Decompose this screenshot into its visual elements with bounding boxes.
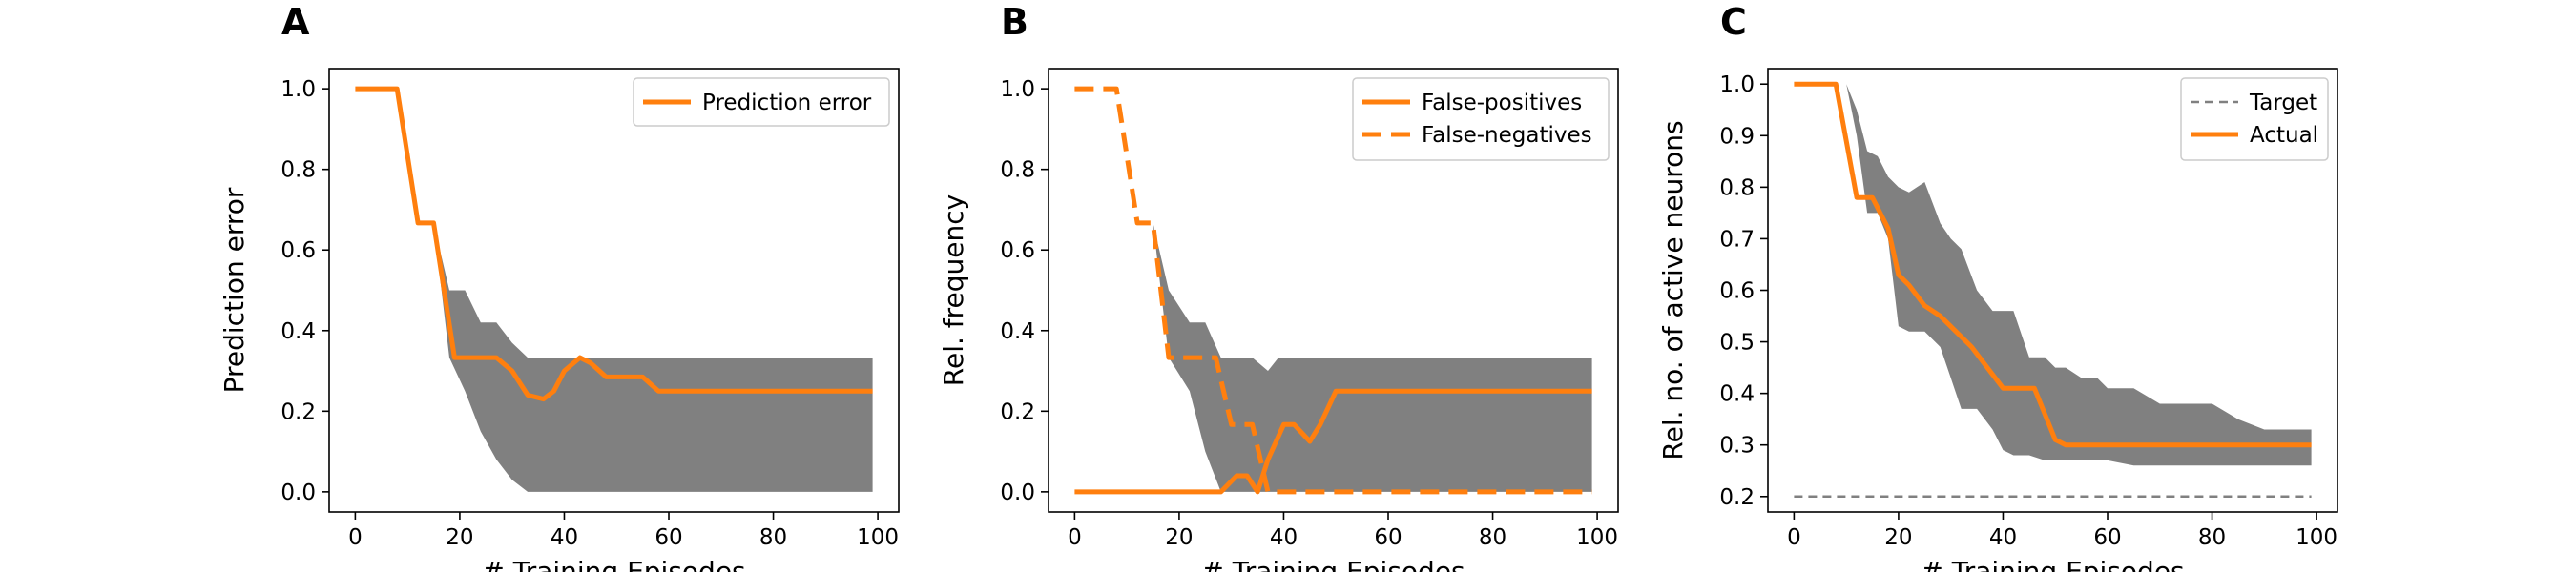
x-tick-label: 0 [348, 525, 363, 550]
confidence-band [433, 222, 873, 492]
y-tick-label: 0.3 [1719, 434, 1755, 459]
x-tick-label: 20 [1165, 525, 1193, 550]
series-line-0 [355, 86, 873, 402]
y-tick-label: 0.6 [1000, 238, 1035, 263]
legend: Prediction error [633, 77, 890, 127]
x-tick-label: 60 [654, 525, 682, 550]
y-tick-label: 0.5 [1719, 331, 1755, 356]
plot-frame [328, 68, 900, 513]
plot-frame [1048, 68, 1619, 513]
x-tick-label: 100 [1576, 525, 1618, 550]
chart-panel-b: 0 20 40 60 80 100 0.0 0.2 0.4 0.6 0.8 1.0 # Training… [938, 1, 1619, 572]
x-tick-label: 40 [1270, 525, 1298, 550]
legend-frame [1352, 77, 1610, 161]
y-tick-label: 0.7 [1719, 227, 1755, 252]
x-tick-label: 20 [446, 525, 473, 550]
legend-label: Actual [2250, 123, 2318, 148]
y-tick-label: 0.0 [280, 480, 316, 505]
series-line-0 [1074, 388, 1592, 495]
y-tick-label: 1.0 [1719, 72, 1755, 97]
y-tick-label: 0.2 [1719, 485, 1755, 510]
y-axis-label: Rel. frequency [938, 194, 969, 386]
y-tick-label: 0.4 [1000, 319, 1035, 344]
x-tick-label: 100 [2296, 525, 2337, 550]
legend-frame [633, 77, 890, 127]
series-line-1 [1794, 81, 2312, 448]
legend: False-positives False-negatives [1352, 77, 1610, 161]
legend-label: False-negatives [1422, 123, 1592, 148]
x-tick-label: 20 [1884, 525, 1912, 550]
y-tick-label: 0.6 [1719, 279, 1755, 304]
x-tick-label: 100 [857, 525, 899, 550]
y-tick-label: 0.9 [1719, 124, 1755, 149]
x-tick-label: 80 [759, 525, 787, 550]
series-line-1 [1074, 86, 1592, 495]
y-tick-label: 1.0 [1000, 77, 1035, 102]
chart-panels: 0 20 40 60 80 100 0.0 0.2 0.4 0.6 0.8 1.0 # Training… [218, 1, 2338, 572]
y-tick-label: 0.8 [280, 158, 316, 183]
y-tick-label: 1.0 [280, 77, 316, 102]
y-tick-label: 0.8 [1000, 158, 1035, 183]
x-tick-label: 60 [1374, 525, 1402, 550]
chart-panel-c: 0 20 40 60 80 100 0.2 0.3 0.4 0.5 0.6 0.7 0.8 0.9 1.0 #… [1657, 1, 2338, 572]
x-tick-label: 40 [551, 525, 578, 550]
x-tick-label: 80 [1479, 525, 1506, 550]
y-axis-label: Prediction error [218, 187, 250, 393]
chart-panel-a: 0 20 40 60 80 100 0.0 0.2 0.4 0.6 0.8 1.0 # Training… [218, 1, 900, 572]
x-tick-label: 0 [1068, 525, 1082, 550]
x-tick-label: 80 [2198, 525, 2226, 550]
x-axis-label: # Training Episodes [1201, 556, 1465, 572]
y-tick-label: 0.0 [1000, 480, 1035, 505]
legend-label: False-positives [1422, 91, 1582, 115]
confidence-band [1836, 84, 2312, 466]
legend-label: Target [2249, 91, 2317, 115]
panel-letter: A [281, 1, 310, 43]
x-tick-label: 40 [1989, 525, 2017, 550]
x-tick-label: 0 [1787, 525, 1801, 550]
confidence-band [1153, 222, 1592, 492]
y-axis-label: Rel. no. of active neurons [1657, 120, 1689, 460]
y-tick-label: 0.2 [1000, 399, 1035, 424]
x-tick-label: 60 [2093, 525, 2121, 550]
x-axis-label: # Training Episodes [1921, 556, 2184, 572]
y-tick-label: 0.8 [1719, 175, 1755, 200]
legend: Target Actual [2180, 77, 2329, 161]
y-tick-label: 0.4 [1719, 382, 1755, 407]
legend-frame [2180, 77, 2329, 161]
panel-letter: C [1720, 1, 1747, 43]
y-tick-label: 0.2 [280, 399, 316, 424]
legend-label: Prediction error [702, 91, 872, 115]
y-tick-label: 0.6 [280, 238, 316, 263]
x-axis-label: # Training Episodes [482, 556, 745, 572]
panel-letter: B [1001, 1, 1028, 43]
y-tick-label: 0.4 [280, 319, 316, 344]
